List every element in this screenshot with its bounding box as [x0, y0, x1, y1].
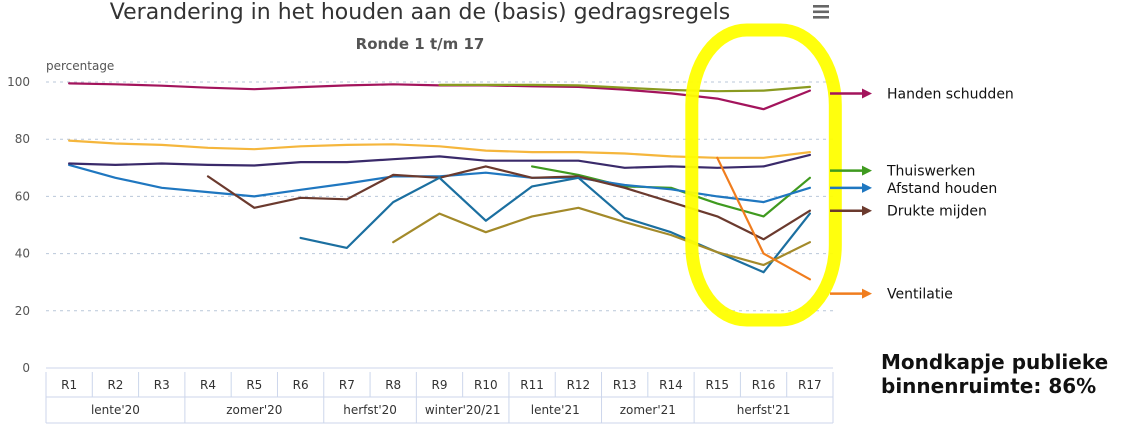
chart-title: Verandering in het houden aan de (basis)… — [110, 0, 730, 25]
series-line — [68, 139, 811, 159]
grid-lines — [46, 81, 833, 312]
x-category-table: R1 R2 R3 R4 R5 R6 R7 R8 R9 R10 R11 R12 R13 R14 R15 R16 R… — [45, 372, 834, 424]
legend-arrowhead — [862, 205, 872, 216]
legend-arrowhead — [862, 288, 872, 299]
season-label: lente'20 — [91, 403, 140, 417]
x-tick-label: R9 — [432, 378, 448, 392]
legend-arrowhead — [862, 165, 872, 176]
series-line — [392, 206, 811, 267]
x-tick-label: R3 — [154, 378, 170, 392]
y-tick-labels: 0 20 40 60 80 100 — [7, 75, 30, 375]
y-tick-label: 80 — [15, 132, 30, 146]
series-line — [716, 156, 811, 281]
series-line — [438, 83, 811, 93]
x-tick-label: R16 — [752, 378, 776, 392]
season-label: herfst'21 — [737, 403, 791, 417]
y-tick-label: 20 — [15, 304, 30, 318]
x-tick-label: R13 — [613, 378, 637, 392]
annotation-line-2: binnenruimte: 86% — [881, 374, 1096, 398]
legend-label: Handen schudden — [887, 86, 1014, 102]
legend-arrowhead — [862, 182, 872, 193]
y-axis-label: percentage — [46, 59, 114, 73]
x-tick-label: R12 — [567, 378, 591, 392]
x-tick-label: R8 — [385, 378, 401, 392]
legend-label: Thuiswerken — [886, 164, 975, 180]
season-label: winter'20/21 — [425, 403, 501, 417]
series-line — [206, 165, 811, 241]
x-tick-label: R17 — [798, 378, 822, 392]
highlight-ring — [685, 23, 842, 327]
legend-label: Ventilatie — [887, 287, 953, 303]
annotation-line-1: Mondkapje publieke — [881, 350, 1108, 374]
series-lines — [68, 82, 811, 281]
series-line — [531, 165, 811, 218]
x-tick-label: R11 — [520, 378, 544, 392]
season-label: zomer'21 — [620, 403, 676, 417]
x-tick-label: R15 — [705, 378, 729, 392]
y-tick-label: 60 — [15, 189, 30, 203]
x-tick-label: R6 — [293, 378, 309, 392]
legend-arrowhead — [862, 88, 872, 99]
season-label: zomer'20 — [226, 403, 282, 417]
x-tick-label: R1 — [61, 378, 77, 392]
x-tick-label: R2 — [107, 378, 123, 392]
highlight-ring — [685, 23, 842, 327]
season-label: herfst'20 — [343, 403, 397, 417]
x-tick-label: R4 — [200, 378, 216, 392]
x-tick-label: R7 — [339, 378, 355, 392]
x-tick-label: R10 — [474, 378, 498, 392]
series-line — [299, 176, 811, 274]
hamburger-menu-icon[interactable] — [811, 3, 831, 21]
y-tick-label: 0 — [22, 361, 30, 375]
x-tick-label: R14 — [659, 378, 683, 392]
y-tick-label: 100 — [7, 75, 30, 89]
legend-label: Drukte mijden — [887, 204, 987, 220]
y-tick-label: 40 — [15, 247, 30, 261]
legend-label: Afstand houden — [887, 181, 997, 197]
x-tick-label: R5 — [246, 378, 262, 392]
chart-subtitle: Ronde 1 t/m 17 — [356, 35, 485, 53]
season-label: lente'21 — [531, 403, 580, 417]
